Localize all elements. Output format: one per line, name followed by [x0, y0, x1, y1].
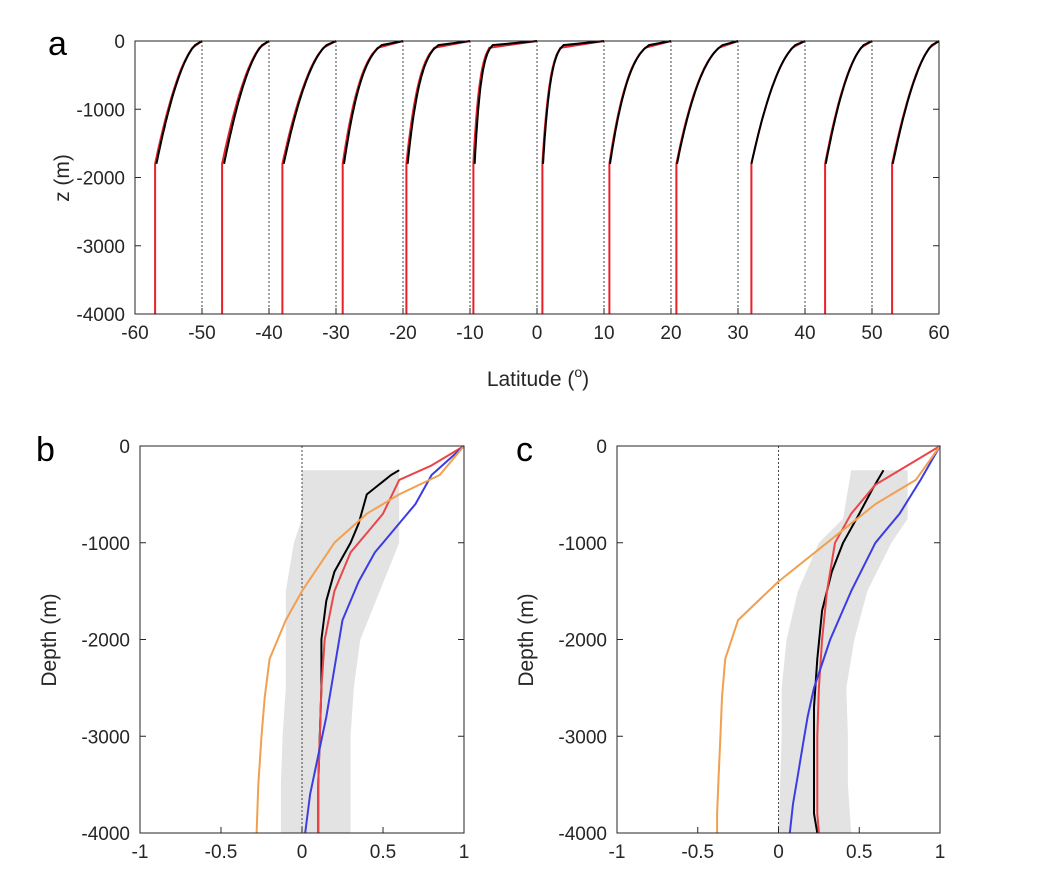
- shaded-band: [778, 470, 908, 833]
- red-profile-line: [281, 40, 337, 314]
- series-line: [716, 445, 941, 833]
- x-tick-label: 20: [660, 323, 681, 344]
- y-tick-label: 0: [119, 437, 130, 458]
- y-tick-label: -3000: [76, 237, 125, 258]
- black-profile-line: [473, 40, 538, 164]
- panel-a-xlabel: Latitude (o): [487, 364, 589, 391]
- red-profile-line: [608, 40, 672, 314]
- x-tick-label: 0.5: [370, 842, 396, 863]
- x-tick-label: -0.5: [681, 842, 714, 863]
- black-profile-line: [609, 40, 672, 164]
- x-tick-label: -10: [456, 323, 483, 344]
- panel-b-plot: -1 -0.5 0 0.5 1 0 -1000 -2000 -3000 -4000 Depth …: [38, 437, 469, 863]
- x-tick-label: 1: [935, 842, 946, 863]
- x-tick-label: -20: [389, 323, 416, 344]
- red-profile-line: [154, 40, 203, 314]
- panel-b-xticks: -1 -0.5 0 0.5 1: [132, 827, 470, 863]
- panel-c-ylabel: Depth (m): [515, 593, 538, 686]
- series-line: [304, 445, 465, 834]
- x-tick-label: -50: [188, 323, 215, 344]
- black-profile-line: [891, 40, 940, 164]
- red-profile-line: [750, 40, 806, 314]
- x-tick-label: 1: [459, 842, 470, 863]
- panel-c-xticks: -1 -0.5 0 0.5 1: [609, 827, 946, 863]
- x-tick-label: -1: [609, 842, 626, 863]
- x-tick-label: 0: [532, 323, 543, 344]
- panel-letter-b: b: [36, 431, 55, 469]
- x-tick-label: 50: [861, 323, 882, 344]
- panel-c-shapes: [716, 445, 941, 834]
- y-tick-label: -3000: [81, 727, 130, 748]
- red-profile-line: [405, 40, 471, 314]
- black-profile-line: [343, 40, 404, 164]
- red-profile-line: [472, 40, 538, 314]
- series-line: [813, 469, 885, 834]
- red-profile-line: [675, 40, 739, 314]
- black-profile-line: [542, 40, 605, 164]
- black-profile-line: [282, 40, 337, 165]
- y-tick-label: -3000: [558, 727, 607, 748]
- red-profile-line: [541, 40, 605, 314]
- series-line: [816, 445, 941, 834]
- y-tick-label: -2000: [558, 631, 607, 652]
- x-tick-label: -40: [255, 323, 282, 344]
- black-profile-line: [824, 40, 873, 164]
- panel-b-ylabel: Depth (m): [38, 593, 61, 686]
- y-tick-label: -1000: [558, 534, 607, 555]
- panel-b-shapes: [255, 445, 465, 834]
- red-profile-line: [824, 40, 873, 314]
- panel-a-yticks: 0 -1000 -2000 -3000 -4000: [76, 32, 939, 326]
- y-tick-label: 0: [596, 437, 607, 458]
- series-line: [788, 445, 941, 834]
- panel-letter-c: c: [516, 431, 533, 469]
- x-tick-label: 40: [794, 323, 815, 344]
- panel-a-plot: -60 -50 -40 -30 -20 -10 0 10 20 30 40 50 60 0 -1000 -2…: [51, 32, 950, 391]
- panel-c-plot: -1 -0.5 0 0.5 1 0 -1000 -2000 -3000 -4000 Depth …: [515, 437, 945, 863]
- red-profile-line: [891, 40, 940, 314]
- panel-letter-a: a: [48, 25, 67, 63]
- x-tick-label: -60: [121, 323, 148, 344]
- x-tick-label: 0: [773, 842, 784, 863]
- panel-a-shapes: [154, 40, 940, 314]
- black-profile-line: [750, 40, 806, 165]
- panel-a-xticks: -60 -50 -40 -30 -20 -10 0 10 20 30 40 50 60: [121, 308, 950, 344]
- x-tick-label: -1: [132, 842, 149, 863]
- black-profile-line: [676, 40, 739, 165]
- black-profile-line: [223, 40, 270, 164]
- black-profile-line: [406, 40, 471, 164]
- shaded-band: [280, 470, 400, 833]
- x-tick-label: -0.5: [205, 842, 238, 863]
- x-tick-label: 0: [297, 842, 308, 863]
- panel-b-yticks: 0 -1000 -2000 -3000 -4000: [81, 437, 464, 845]
- x-tick-label: 60: [928, 323, 949, 344]
- x-tick-label: 0.5: [846, 842, 872, 863]
- y-tick-label: -4000: [76, 305, 125, 326]
- series-line: [255, 445, 465, 834]
- black-profile-line: [155, 40, 203, 165]
- y-tick-label: -2000: [81, 631, 130, 652]
- x-tick-label: 30: [727, 323, 748, 344]
- y-tick-label: -4000: [81, 824, 130, 845]
- y-tick-label: -2000: [76, 169, 125, 190]
- y-tick-label: 0: [114, 32, 125, 53]
- red-profile-line: [341, 40, 404, 314]
- x-tick-label: 10: [593, 323, 614, 344]
- red-profile-line: [221, 40, 270, 314]
- panel-c-yticks: 0 -1000 -2000 -3000 -4000: [558, 437, 940, 845]
- y-tick-label: -4000: [558, 824, 607, 845]
- panel-a-ylabel: z (m): [51, 154, 74, 202]
- x-tick-label: -30: [322, 323, 349, 344]
- y-tick-label: -1000: [76, 100, 125, 121]
- y-tick-label: -1000: [81, 534, 130, 555]
